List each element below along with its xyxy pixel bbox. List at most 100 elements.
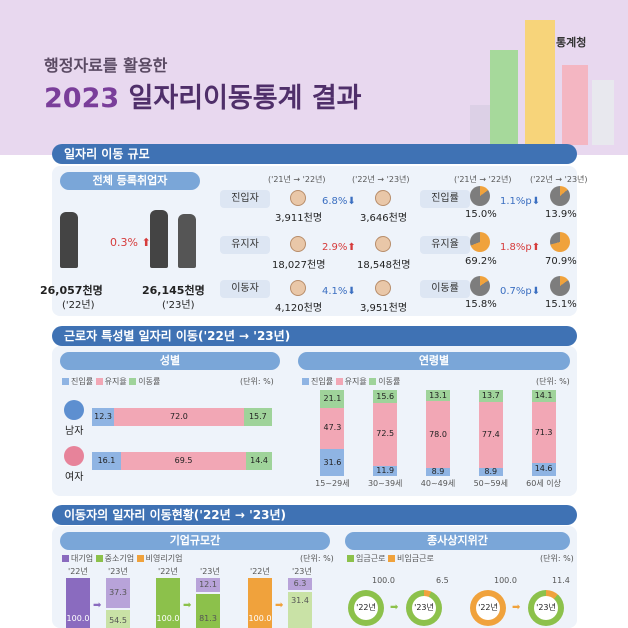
stay-rate-2223-pie [550,232,570,252]
entrant-2223-value: 3,646천명 [360,213,408,224]
gender-bar-entry-0: 12.3 [92,408,115,426]
section-title-3: 이동자의 일자리 이동현황('22년 → '23년) [52,505,577,525]
group3-y23: '23년 [292,567,312,576]
group1-2022-block: 100.0 [66,578,90,628]
ring2-v22: 100.0 [494,576,517,585]
group2-2023-top: 12.1 [196,578,220,592]
male-person-icon [64,400,84,420]
ring2-y22: '22년 [476,596,500,620]
person-figure-icon [150,210,168,268]
age-bar-keep-1: 72.5 [373,403,398,466]
legend-move: 이동률 [138,377,161,386]
up-arrow-icon: ⬆ [347,242,356,253]
legend-swatch-move [129,378,137,385]
ring1-v22: 100.0 [372,576,395,585]
age-legend: 진입률 유지율 이동률 [302,376,400,387]
group1-bottom: 54.5 [109,616,127,625]
legend-wage: 임금근로 [356,554,386,563]
legend-swatch-keep [335,378,343,385]
stayer-change: 2.9% [322,242,348,253]
legend-nonwage: 비임금근로 [397,554,434,563]
age-bar-entry-0: 31.6 [320,448,345,476]
age-bar-move-2: 13.1 [426,390,450,402]
person-avatar-icon [375,280,391,296]
group3-y22: '22년 [250,567,270,576]
size-unit: (단위: %) [300,554,334,563]
row-label-move-rate: 이동률 [420,280,470,298]
row-label-stayer: 유지자 [220,236,270,254]
city-illustration-icon [470,20,614,145]
down-arrow-icon: ⬇ [347,286,356,297]
gender-chart-title: 성별 [60,352,280,370]
move-rate-change: 0.7%p [500,286,532,297]
group3-mid: 31.4 [291,596,309,605]
age-bar-move-1: 15.6 [373,390,398,404]
legend-keep: 유지율 [344,377,367,386]
up-arrow-icon: ⬆ [531,242,541,253]
down-arrow-icon: ⬇ [531,286,541,297]
female-person-icon [64,446,84,466]
col-header-2122: ('21년 → '22년) [268,175,326,184]
up-arrow-icon: ⬆ [141,236,151,249]
age-bar-move-4: 14.1 [531,390,556,403]
size-legend: 대기업 중소기업 비영리기업 [62,553,182,564]
stay-rate-2122-pie [470,232,490,252]
age-chart-title: 연령별 [298,352,570,370]
gender-legend: 진입률 유지율 이동률 [62,376,160,387]
person-avatar-icon [375,190,391,206]
age-bar-entry-3: 8.9 [478,468,503,476]
section-title-1: 일자리 이동 규모 [52,144,577,164]
move-rate-2122-pie [470,276,490,296]
down-arrow-icon: ⬇ [531,196,541,207]
gender-bar-move-0: 15.7 [243,408,272,426]
group2-v22: 100.0 [156,614,180,623]
section-title-2: 근로자 특성별 일자리 이동('22년 → '23년) [52,326,577,346]
legend-move: 이동률 [378,377,401,386]
move-rate-2223: 15.1% [545,299,577,310]
group3-2023-top: 6.3 [288,578,312,590]
ring1-v23: 6.5 [436,576,449,585]
stayer-2223-value: 18,548천명 [357,260,411,271]
group2-2023-bottom: 81.3 [196,594,220,628]
row-label-stay-rate: 유지율 [420,236,470,254]
arrow-right-icon: ➡ [275,600,284,611]
total-2023-value: 26,145천명 [142,284,205,297]
mover-change: 4.1% [322,286,348,297]
legend-nonprofit: 비영리기업 [145,554,183,563]
col-header-2223: ('22년 → '23년) [352,175,410,184]
age-axis-label: 30~39세 [367,479,403,488]
person-avatar-icon [375,236,391,252]
title-year: 2023 [44,83,120,114]
legend-sme: 중소기업 [104,554,135,563]
header-banner [0,0,628,155]
group2-2022-block: 100.0 [156,578,180,628]
row-label-entrant: 진입자 [220,190,270,208]
row-label-mover: 이동자 [220,280,270,298]
stay-rate-2223: 70.9% [545,256,577,267]
mover-2223-value: 3,951천명 [360,303,408,314]
status-title: 종사상지위간 [345,532,570,550]
ring1-2022: '22년 [348,590,384,626]
gender-cat-female: 여자 [65,472,84,483]
size-title: 기업규모간 [60,532,330,550]
age-axis-label: 15~29세 [315,479,350,488]
gender-bar-keep-0: 72.0 [114,408,244,426]
status-legend: 임금근로 비임금근로 [347,553,434,564]
group3-v22: 100.0 [248,614,272,623]
mover-2122-value: 4,120천명 [275,303,323,314]
legend-swatch-large [62,555,69,562]
entry-rate-2223: 13.9% [545,209,577,220]
group1-v22: 100.0 [66,614,90,623]
total-2022-year: ('22년) [62,300,95,311]
entry-rate-2122-pie [470,186,490,206]
ring2-2022: '22년 [470,590,506,626]
entry-rate-2122: 15.0% [465,209,497,220]
entrant-change: 6.8% [322,196,348,207]
total-2022-value: 26,057천명 [40,284,103,297]
gender-cat-male: 남자 [65,426,84,437]
legend-swatch-keep [95,378,103,385]
age-bar-keep-4: 71.3 [531,402,556,464]
legend-swatch-move [369,378,377,385]
legend-swatch-nonwage [388,555,395,562]
arrow-right-icon: ➡ [512,602,521,613]
